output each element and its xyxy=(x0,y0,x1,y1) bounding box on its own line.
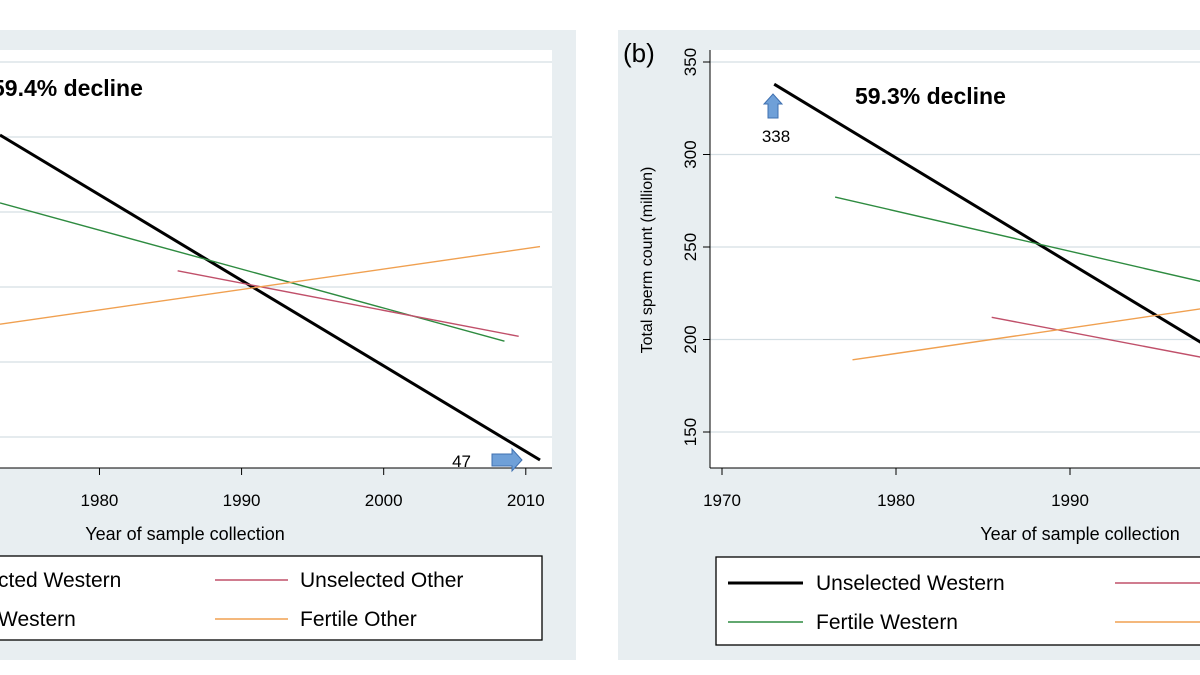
panel-a-gridlines xyxy=(0,61,552,438)
panel-b-x-tick-label: 1980 xyxy=(877,491,915,510)
panel-b-series-line-fertile-western xyxy=(834,196,1200,282)
panel-b-series-line-fertile-other xyxy=(852,308,1200,361)
panel-a-legend: cted Western Unselected Other Western Fe… xyxy=(0,555,543,641)
panel-b-series-line-unselected-other xyxy=(991,316,1200,358)
panel-b-endpoint-callout: 338 xyxy=(762,93,790,146)
panel-a-x-tick-label: 2000 xyxy=(365,491,403,510)
panel-b-legend-box xyxy=(715,556,1200,646)
panel-a-endpoint-value: 47 xyxy=(452,452,471,471)
panel-a-annotation: 59.4% decline xyxy=(0,75,143,101)
panel-a-legend-label-1: Unselected Other xyxy=(300,569,463,592)
panel-b-y-axis-label: Total sperm count (million) xyxy=(639,167,656,354)
panel-a-endpoint-callout: 47 xyxy=(452,447,523,473)
panel-a-legend-label-2: Western xyxy=(0,608,76,631)
panel-a-series-line-unselected-other xyxy=(177,270,519,337)
panel-a-series xyxy=(0,133,541,462)
panel-b-x-tick-label: 1970 xyxy=(703,491,741,510)
panel-b-gridlines xyxy=(710,61,1200,433)
panel-b-legend-label-2: Fertile Western xyxy=(816,611,958,634)
panel-b-legend-label-0: Unselected Western xyxy=(816,572,1005,595)
panel-a-x-tick-label: 1990 xyxy=(223,491,261,510)
panel-a-plot-area xyxy=(0,50,552,468)
panel-a-right-arrow-icon xyxy=(491,447,523,473)
panel-b-y-tick-label: 150 xyxy=(681,418,700,446)
panel-a-legend-label-0: cted Western xyxy=(0,569,121,592)
panel-b-x-ticks: 1970 1980 1990 xyxy=(703,468,1089,510)
panel-a-legend-label-3: Fertile Other xyxy=(300,608,417,631)
panel-b-y-tick-label: 300 xyxy=(681,140,700,168)
panel-a-series-line-unselected-western xyxy=(0,133,541,462)
panel-b-annotation: 59.3% decline xyxy=(855,83,1006,109)
panel-b-y-tick-label: 250 xyxy=(681,233,700,261)
panel-b-axes xyxy=(709,50,1200,469)
panel-b-y-tick-label: 200 xyxy=(681,325,700,353)
panel-b-y-ticks: 150 200 250 300 350 xyxy=(681,48,710,446)
panel-b-x-axis-label: Year of sample collection xyxy=(980,524,1179,544)
panel-b: 150 200 250 300 350 1970 1980 1990 (b) 59.3% d… xyxy=(623,38,1200,646)
panel-a: 1980 1990 2000 2010 59.4% decline Year of s… xyxy=(0,50,552,641)
panel-a-series-line-fertile-other xyxy=(0,245,541,325)
panel-b-endpoint-value: 338 xyxy=(762,127,790,146)
panel-b-up-arrow-icon xyxy=(762,93,784,119)
panel-b-series-line-unselected-western xyxy=(773,82,1200,344)
panel-b-legend: Unselected Western Fertile Western xyxy=(715,556,1200,646)
panel-b-series xyxy=(773,82,1200,361)
panel-a-x-ticks: 1980 1990 2000 2010 xyxy=(81,468,545,510)
panel-b-label: (b) xyxy=(623,38,655,68)
panel-b-x-tick-label: 1990 xyxy=(1051,491,1089,510)
panel-a-legend-box xyxy=(0,555,543,641)
panel-a-x-tick-label: 1980 xyxy=(81,491,119,510)
panel-b-plot-area xyxy=(710,50,1200,468)
panel-a-x-tick-label: 2010 xyxy=(507,491,545,510)
panel-a-x-axis-label: Year of sample collection xyxy=(85,524,284,544)
panel-b-y-tick-label: 350 xyxy=(681,48,700,76)
